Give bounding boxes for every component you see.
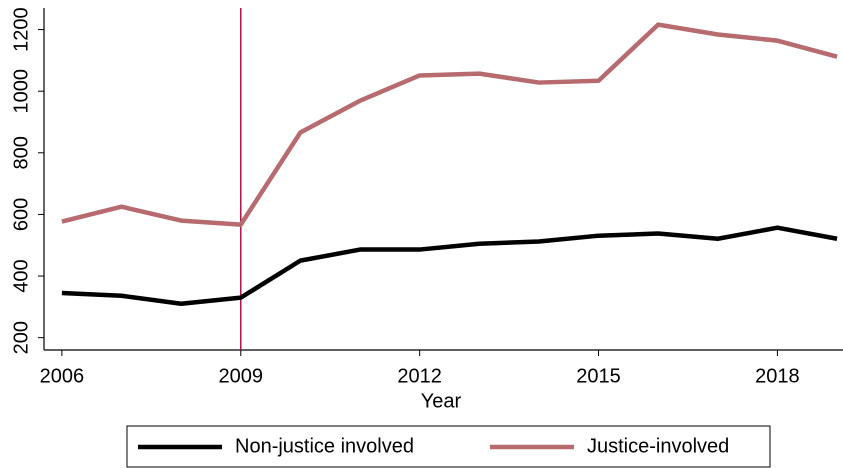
y-tick-label: 1000 <box>10 69 32 114</box>
y-tick-label: 400 <box>10 259 32 292</box>
legend-box <box>126 425 771 468</box>
y-tick-label: 200 <box>10 321 32 354</box>
y-tick-label: 600 <box>10 198 32 231</box>
x-axis-label: Year <box>421 390 462 412</box>
x-tick-label: 2015 <box>576 365 621 387</box>
y-tick-label: 800 <box>10 136 32 169</box>
legend-label: Justice-involved <box>587 435 729 457</box>
series-line <box>61 225 838 307</box>
x-tick-label: 2018 <box>755 365 800 387</box>
series-line <box>61 22 838 227</box>
x-tick-label: 2006 <box>40 365 85 387</box>
y-tick-label: 1200 <box>10 7 32 52</box>
legend-label: Non-justice involved <box>235 435 414 457</box>
x-tick-label: 2009 <box>219 365 264 387</box>
x-tick-label: 2012 <box>397 365 442 387</box>
